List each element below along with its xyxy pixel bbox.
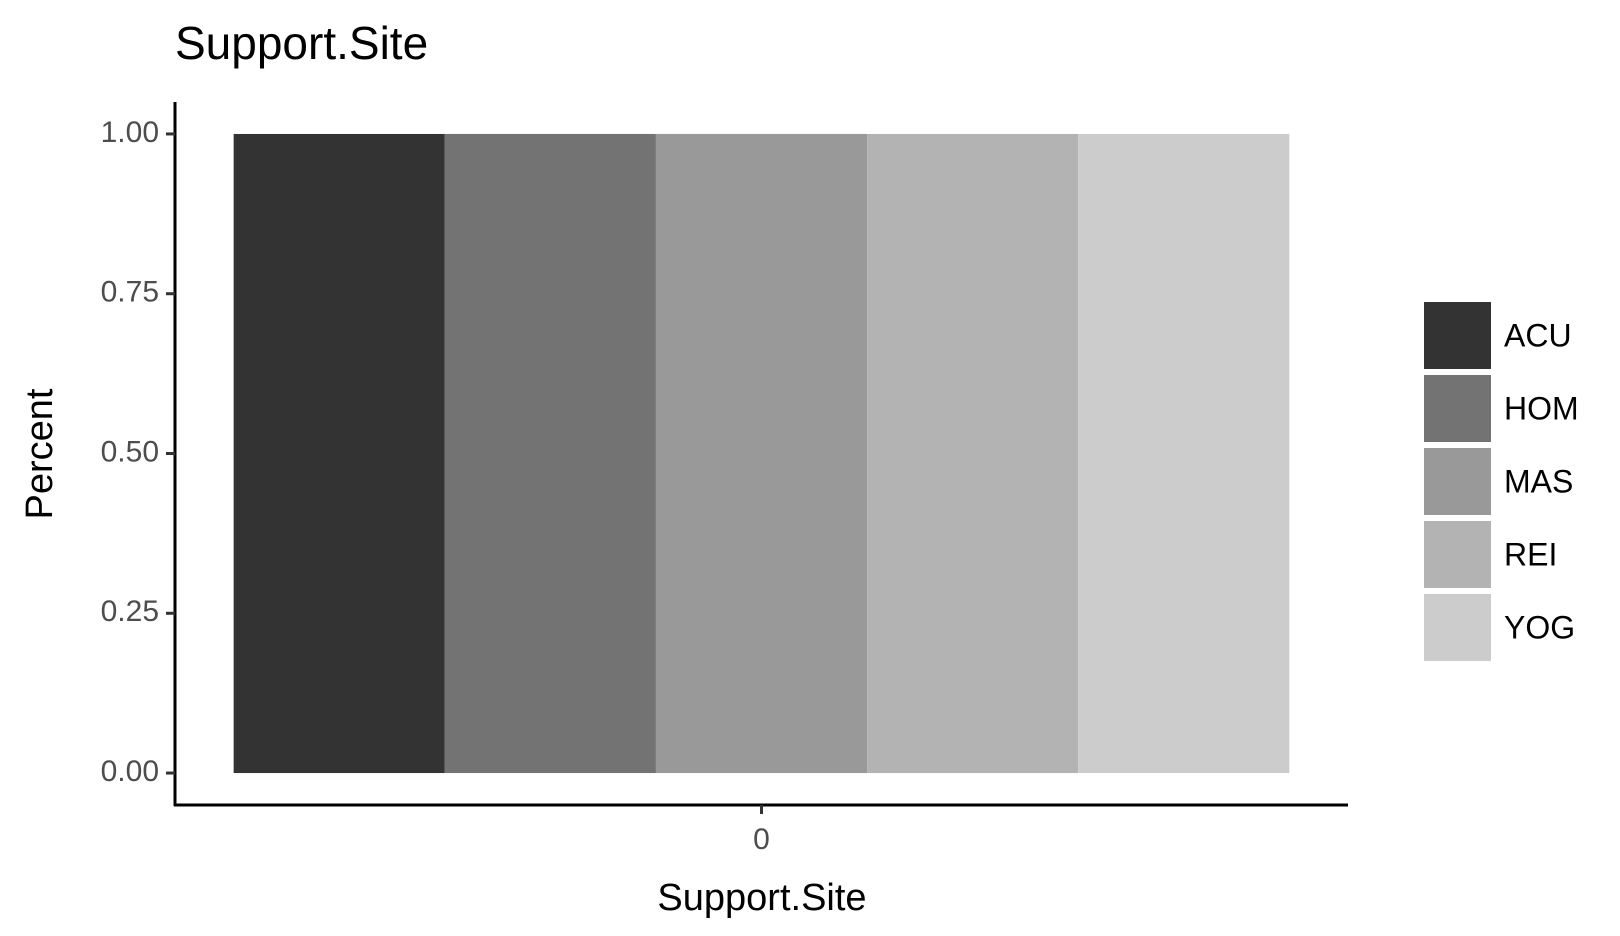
legend-key: [1424, 375, 1491, 442]
y-axis-title: Percent: [19, 388, 61, 519]
y-tick-label: 0.25: [101, 595, 159, 628]
x-axis-title: Support.Site: [657, 877, 866, 919]
y-tick-label: 0.50: [101, 435, 159, 468]
legend-key: [1424, 594, 1491, 661]
bar: [1078, 133, 1290, 774]
y-tick-label: 0.00: [101, 755, 159, 788]
legend-label: HOM: [1504, 390, 1579, 426]
legend-label: MAS: [1504, 463, 1573, 499]
bar: [655, 133, 868, 774]
chart-title: Support.Site: [175, 17, 428, 69]
legend-label: REI: [1504, 536, 1557, 572]
legend-label: YOG: [1504, 609, 1575, 645]
legend-label: ACU: [1504, 317, 1572, 353]
y-tick-label: 0.75: [101, 276, 159, 309]
bar: [867, 133, 1079, 774]
x-tick-label: 0: [753, 823, 770, 856]
legend-key: [1424, 448, 1491, 515]
bar: [233, 133, 445, 774]
y-tick-label: 1.00: [101, 116, 159, 149]
legend-key: [1424, 521, 1491, 588]
bar: [444, 133, 656, 774]
legend-key: [1424, 302, 1491, 369]
